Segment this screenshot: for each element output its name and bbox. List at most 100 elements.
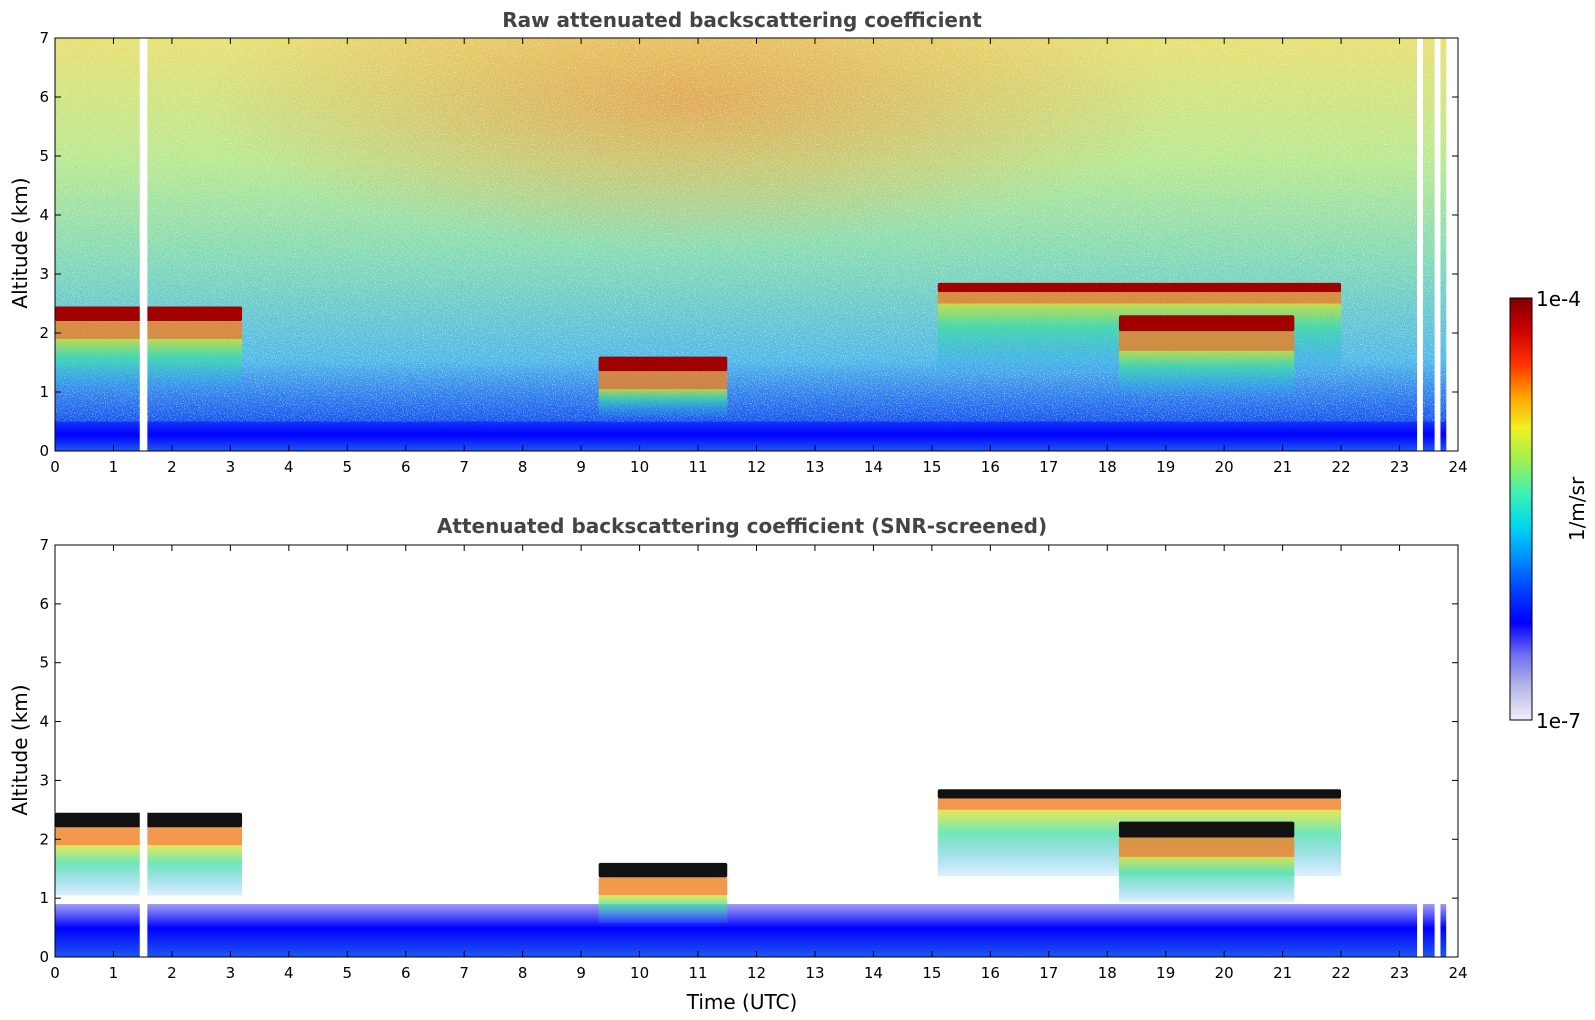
raw-x-tick-label: 13 xyxy=(805,458,824,476)
raw-y-tick-label: 0 xyxy=(39,442,49,460)
raw-y-tick-label: 2 xyxy=(39,324,49,342)
screened-x-tick-label: 5 xyxy=(343,964,353,982)
screened-data-gap xyxy=(139,545,148,957)
raw-cloud-layer xyxy=(937,282,1342,293)
raw-cloud-core xyxy=(1118,331,1295,351)
screened-cloud-core xyxy=(1118,837,1295,857)
screened-backscatter-panel: Attenuated backscattering coefficient (S… xyxy=(8,514,1468,1014)
raw-x-tick-label: 10 xyxy=(630,458,649,476)
screened-x-tick-label: 11 xyxy=(688,964,707,982)
raw-x-tick-label: 5 xyxy=(343,458,353,476)
raw-y-tick-label: 5 xyxy=(39,147,49,165)
raw-data-gap xyxy=(1446,38,1458,451)
raw-x-tick-label: 6 xyxy=(401,458,411,476)
raw-cloud-fallstreak xyxy=(1118,350,1295,396)
raw-x-tick-label: 8 xyxy=(518,458,528,476)
screened-x-tick-label: 1 xyxy=(109,964,119,982)
screened-cloud-core xyxy=(598,877,728,896)
screened-x-tick-label: 16 xyxy=(981,964,1000,982)
screened-cloud-layer xyxy=(1118,821,1295,838)
raw-x-tick-label: 0 xyxy=(50,458,60,476)
raw-x-tick-label: 19 xyxy=(1156,458,1175,476)
screened-x-tick-label: 3 xyxy=(226,964,236,982)
screened-x-tick-label: 4 xyxy=(284,964,294,982)
raw-x-tick-label: 4 xyxy=(284,458,294,476)
raw-y-tick-label: 4 xyxy=(39,206,49,224)
screened-x-tick-label: 18 xyxy=(1098,964,1117,982)
screened-y-tick-label: 4 xyxy=(39,713,49,731)
screened-y-tick-label: 0 xyxy=(39,948,49,966)
screened-x-tick-label: 13 xyxy=(805,964,824,982)
colorbar-unit-label: 1/m/sr xyxy=(1565,476,1589,541)
screened-x-tick-label: 17 xyxy=(1039,964,1058,982)
raw-y-tick-label: 3 xyxy=(39,265,49,283)
screened-x-tick-label: 6 xyxy=(401,964,411,982)
screened-x-tick-label: 22 xyxy=(1332,964,1351,982)
raw-y-axis-label: Altitude (km) xyxy=(8,177,32,308)
screened-x-tick-label: 15 xyxy=(922,964,941,982)
screened-y-tick-label: 1 xyxy=(39,889,49,907)
raw-x-tick-label: 12 xyxy=(747,458,766,476)
raw-data-gap xyxy=(1417,38,1423,451)
screened-x-tick-label: 19 xyxy=(1156,964,1175,982)
raw-x-tick-label: 18 xyxy=(1098,458,1117,476)
screened-cloud-fallstreak xyxy=(598,895,728,924)
raw-x-tick-label: 21 xyxy=(1273,458,1292,476)
raw-y-tick-label: 6 xyxy=(39,88,49,106)
screened-data-gap xyxy=(1417,545,1423,957)
raw-x-tick-label: 7 xyxy=(459,458,469,476)
raw-boundary-layer xyxy=(55,421,1447,451)
raw-y-tick-label: 1 xyxy=(39,383,49,401)
raw-x-tick-label: 1 xyxy=(109,458,119,476)
screened-y-axis: 0 1 2 3 4 5 6 7 xyxy=(39,536,1458,966)
screened-x-tick-label: 9 xyxy=(576,964,586,982)
screened-cloud-layer xyxy=(937,789,1342,799)
raw-x-tick-label: 20 xyxy=(1215,458,1234,476)
screened-x-tick-label: 14 xyxy=(864,964,883,982)
screened-cloud-layer xyxy=(55,812,243,828)
raw-x-tick-label: 23 xyxy=(1390,458,1409,476)
screened-y-tick-label: 6 xyxy=(39,595,49,613)
colorbar-max-label: 1e-4 xyxy=(1536,287,1581,311)
raw-cloud-layer xyxy=(1118,315,1295,332)
colorbar: 1e-4 1e-7 1/m/sr xyxy=(1509,287,1589,733)
raw-x-tick-label: 24 xyxy=(1448,458,1467,476)
raw-x-tick-label: 11 xyxy=(688,458,707,476)
raw-x-tick-label: 3 xyxy=(226,458,236,476)
screened-x-tick-label: 0 xyxy=(50,964,60,982)
raw-x-axis: 0 1 2 3 4 5 6 7 8 9 10 11 12 13 14 15 16 17 18 19 20 21 22 23 24 xyxy=(50,38,1468,476)
screened-y-axis-label: Altitude (km) xyxy=(8,684,32,815)
raw-data-gap xyxy=(139,38,148,451)
raw-cloud-core xyxy=(55,321,243,339)
screened-x-tick-label: 24 xyxy=(1448,964,1467,982)
raw-cloud-core xyxy=(937,292,1342,304)
raw-cloud-layer xyxy=(55,306,243,322)
raw-cloud-fallstreak xyxy=(55,338,243,390)
screened-x-tick-label: 7 xyxy=(459,964,469,982)
screened-cloud-fallstreak xyxy=(55,845,243,896)
raw-x-tick-label: 17 xyxy=(1039,458,1058,476)
raw-y-tick-label: 7 xyxy=(39,29,49,47)
screened-x-tick-label: 10 xyxy=(630,964,649,982)
screened-x-tick-label: 23 xyxy=(1390,964,1409,982)
screened-boundary-layer xyxy=(55,904,1447,957)
screened-x-tick-label: 21 xyxy=(1273,964,1292,982)
screened-cloud-fallstreak xyxy=(1118,856,1295,902)
screened-cloud-layer xyxy=(598,862,728,878)
screened-x-tick-label: 8 xyxy=(518,964,528,982)
screened-data-gap xyxy=(1446,545,1458,957)
raw-cloud-core xyxy=(598,371,728,390)
colorbar-min-label: 1e-7 xyxy=(1536,709,1581,733)
screened-cloud-core xyxy=(55,827,243,846)
raw-data-gap xyxy=(1434,38,1441,451)
raw-cloud-layer xyxy=(598,356,728,372)
screened-y-tick-label: 2 xyxy=(39,830,49,848)
raw-x-tick-label: 22 xyxy=(1332,458,1351,476)
screened-y-tick-label: 7 xyxy=(39,536,49,554)
screened-heatmap xyxy=(55,545,1458,957)
screened-x-tick-label: 20 xyxy=(1215,964,1234,982)
raw-x-tick-label: 9 xyxy=(576,458,586,476)
raw-x-tick-label: 15 xyxy=(922,458,941,476)
screened-x-axis: 0 1 2 3 4 5 6 7 8 9 10 11 12 13 14 15 16 17 18 19 20 21 22 23 24 xyxy=(50,545,1468,982)
